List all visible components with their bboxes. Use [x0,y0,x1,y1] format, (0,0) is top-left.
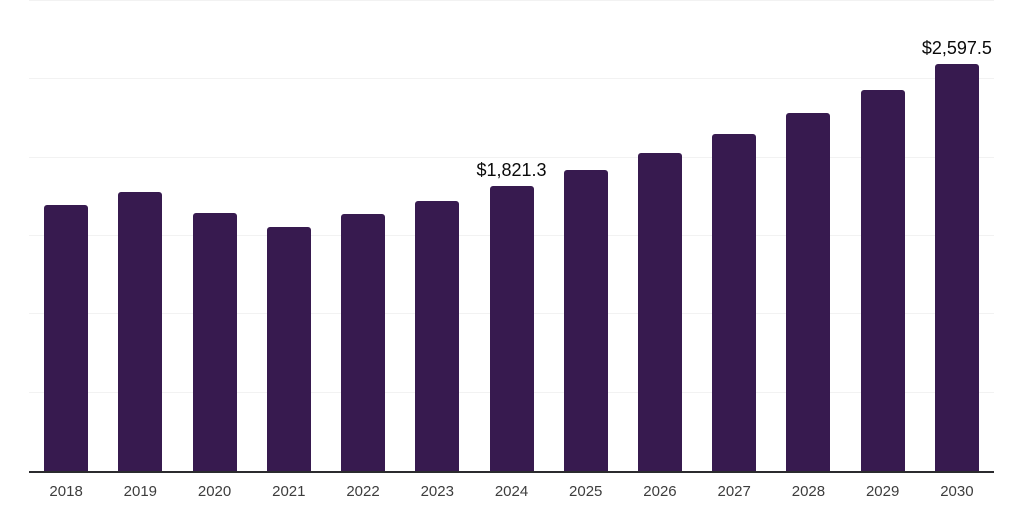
bar-2023 [415,200,460,471]
x-tick-label-2028: 2028 [791,483,826,500]
x-tick-label-2021: 2021 [272,483,306,500]
bar-value-label-2030: $2,597.5 [921,38,992,59]
x-axis: 2018 2019 2020 2021 2022 2023 2024 2025 2026 2027… [29,483,994,505]
bar-2026 [637,152,682,471]
plot-area: $1,821.3 $2,597.5 [29,0,994,473]
bar-2022 [341,213,386,471]
bar-2025 [563,169,608,471]
x-tick-label-2018: 2018 [49,483,83,500]
bar-2018 [44,204,89,471]
gridline-3000 [29,0,994,1]
bar-2029 [860,90,905,471]
bar-2021 [266,226,311,471]
x-tick-label-2029: 2029 [865,483,900,500]
gridline-2500 [29,78,994,80]
bar-2027 [712,133,757,471]
x-tick-label-2024: 2024 [494,483,529,500]
gridline-2000 [29,156,994,158]
x-tick-label-2025: 2025 [569,483,603,500]
x-tick-label-2022: 2022 [346,483,380,500]
bar-2024 [489,185,534,471]
bar-2020 [192,212,237,471]
x-tick-label-2020: 2020 [197,483,232,500]
x-tick-label-2019: 2019 [123,483,158,500]
x-tick-label-2030: 2030 [940,483,974,500]
bar-2030 [934,64,979,471]
bar-2028 [786,112,831,471]
x-tick-label-2027: 2027 [717,483,751,500]
x-tick-label-2026: 2026 [643,483,677,500]
bar-2019 [118,191,163,471]
x-tick-label-2023: 2023 [420,483,454,500]
bar-value-label-2024: $1,821.3 [476,159,547,180]
